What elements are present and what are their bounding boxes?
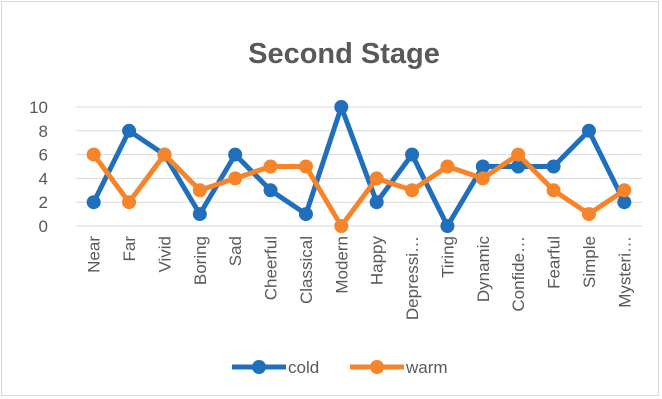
x-category-label: Near [85, 236, 104, 273]
data-point-cold [86, 195, 101, 210]
series-cold [86, 100, 632, 233]
x-category-label: Happy [368, 236, 387, 286]
data-point-warm [157, 147, 172, 162]
y-tick-label: 4 [39, 169, 48, 188]
data-point-cold [405, 147, 420, 162]
legend-item-warm: warm [350, 358, 448, 377]
x-category-label: Dynamic [474, 236, 493, 303]
data-point-warm [263, 159, 278, 174]
series-line-warm [91, 152, 627, 229]
data-point-warm [228, 171, 243, 186]
data-point-cold [298, 207, 313, 222]
y-tick-label: 2 [39, 193, 48, 212]
legend: cold warm [232, 358, 448, 377]
x-axis-categories: Near Far Vivid Boring Sad Cheerful Classical Mo… [85, 236, 635, 321]
x-category-label: Fearful [545, 236, 564, 289]
y-tick-label: 6 [39, 146, 48, 165]
data-point-cold [581, 123, 596, 138]
x-category-label: Far [120, 236, 139, 262]
data-point-warm [192, 183, 207, 198]
y-tick-label: 10 [29, 98, 48, 117]
data-point-warm [86, 147, 101, 162]
x-category-label: Cheerful [262, 236, 281, 300]
data-point-warm [511, 147, 526, 162]
x-category-label: Tiring [438, 236, 457, 278]
data-point-warm [581, 207, 596, 222]
chart-title: Second Stage [248, 38, 440, 70]
x-category-label: Modern [332, 236, 351, 294]
data-point-cold [617, 195, 632, 210]
legend-swatch-marker [370, 360, 384, 374]
gridlines [76, 106, 642, 227]
y-axis-ticks: 0 2 4 6 8 10 [29, 98, 48, 236]
data-point-warm [617, 183, 632, 198]
series-warm [86, 147, 632, 233]
data-point-cold [511, 159, 526, 174]
data-point-warm [440, 159, 455, 174]
legend-label: warm [405, 358, 448, 377]
data-point-cold [475, 159, 490, 174]
data-point-cold [546, 159, 561, 174]
legend-label: cold [288, 358, 319, 377]
x-category-label: Depressi… [403, 236, 422, 320]
data-point-cold [369, 195, 384, 210]
x-category-label: Vivid [155, 236, 174, 273]
data-point-warm [122, 195, 137, 210]
legend-swatch-marker [252, 360, 266, 374]
data-point-cold [263, 183, 278, 198]
data-point-warm [369, 171, 384, 186]
x-category-label: Confide… [509, 236, 528, 312]
data-point-cold [122, 123, 137, 138]
data-point-cold [228, 147, 243, 162]
x-category-label: Mysteri… [615, 236, 634, 308]
y-tick-label: 8 [39, 122, 48, 141]
data-point-warm [546, 183, 561, 198]
series-line-cold [91, 104, 627, 229]
data-point-warm [334, 219, 349, 233]
x-category-label: Simple [580, 236, 599, 288]
data-point-cold [192, 207, 207, 222]
data-point-cold [334, 100, 349, 114]
x-category-label: Classical [297, 236, 316, 304]
y-tick-label: 0 [39, 217, 48, 236]
series-lines [86, 100, 632, 233]
legend-item-cold: cold [232, 358, 319, 377]
data-point-warm [475, 171, 490, 186]
x-category-label: Boring [191, 236, 210, 285]
data-point-warm [298, 159, 313, 174]
data-point-cold [440, 219, 455, 233]
x-category-label: Sad [226, 236, 245, 266]
data-point-warm [405, 183, 420, 198]
